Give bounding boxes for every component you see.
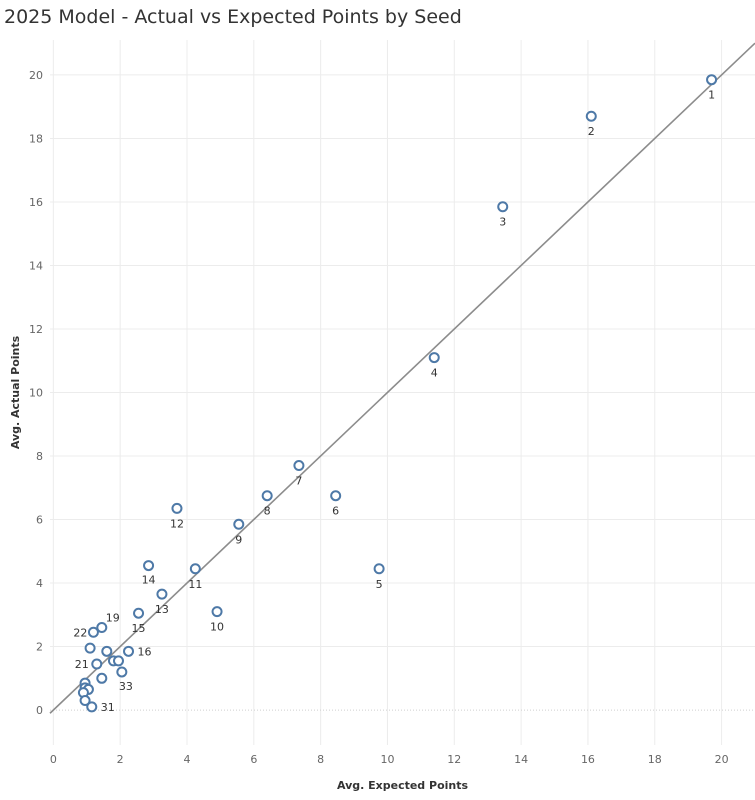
- point-label: 14: [142, 574, 156, 587]
- y-tick-label: 18: [29, 132, 43, 145]
- x-tick-label: 0: [50, 753, 57, 766]
- point-label: 10: [210, 621, 224, 634]
- x-axis-title: Avg. Expected Points: [337, 779, 469, 792]
- data-point: [171, 502, 183, 514]
- data-point: [293, 460, 305, 472]
- data-point: [116, 666, 128, 678]
- y-tick-label: 6: [36, 514, 43, 527]
- point-label: 19: [106, 612, 120, 625]
- point-label: 11: [188, 578, 202, 591]
- y-tick-label: 20: [29, 69, 43, 82]
- data-point: [261, 490, 273, 502]
- data-point: [156, 588, 168, 600]
- point-label: 33: [119, 680, 133, 693]
- point-label: 12: [170, 517, 184, 530]
- point-label: 15: [132, 622, 146, 635]
- data-point: [373, 563, 385, 575]
- data-point: [706, 74, 718, 86]
- data-point: [91, 658, 103, 670]
- data-point: [84, 642, 96, 654]
- point-label: 2: [588, 125, 595, 138]
- y-tick-label: 2: [36, 641, 43, 654]
- data-point: [87, 626, 99, 638]
- point-label: 16: [138, 645, 152, 658]
- data-point: [86, 701, 98, 713]
- point-label: 8: [264, 505, 271, 518]
- x-tick-label: 12: [447, 753, 461, 766]
- y-tick-label: 8: [36, 450, 43, 463]
- x-tick-label: 14: [514, 753, 528, 766]
- data-point: [79, 695, 91, 707]
- point-label: 1: [708, 89, 715, 102]
- point-label: 31: [101, 701, 115, 714]
- point-label: 3: [499, 216, 506, 229]
- gridlines: [50, 40, 755, 745]
- x-tick-label: 20: [715, 753, 729, 766]
- data-point: [497, 201, 509, 213]
- x-tick-label: 6: [250, 753, 257, 766]
- x-tick-label: 18: [648, 753, 662, 766]
- data-point: [96, 672, 108, 684]
- x-tick-label: 4: [183, 753, 190, 766]
- y-tick-label: 16: [29, 196, 43, 209]
- data-point: [330, 490, 342, 502]
- data-point: [112, 655, 124, 667]
- data-point: [233, 518, 245, 530]
- y-tick-label: 14: [29, 259, 43, 272]
- x-tick-label: 10: [380, 753, 394, 766]
- data-point: [123, 645, 135, 657]
- chart-title: 2025 Model - Actual vs Expected Points b…: [4, 6, 462, 28]
- trend-line: [49, 42, 755, 714]
- data-point: [101, 645, 113, 657]
- point-label: 5: [376, 578, 383, 591]
- point-label: 13: [155, 603, 169, 616]
- data-point: [189, 563, 201, 575]
- point-label: 9: [235, 533, 242, 546]
- y-tick-label: 10: [29, 387, 43, 400]
- y-tick-label: 12: [29, 323, 43, 336]
- data-point: [143, 560, 155, 572]
- data-points: [77, 74, 718, 713]
- data-point: [211, 606, 223, 618]
- data-point: [428, 352, 440, 364]
- y-tick-label: 0: [36, 704, 43, 717]
- x-tick-label: 16: [581, 753, 595, 766]
- point-label: 4: [431, 367, 438, 380]
- y-tick-label: 4: [36, 577, 43, 590]
- x-tick-label: 2: [117, 753, 124, 766]
- data-point: [96, 622, 108, 633]
- data-point: [133, 607, 145, 619]
- point-label: 21: [75, 658, 89, 671]
- data-point: [585, 110, 597, 122]
- x-tick-label: 8: [317, 753, 324, 766]
- point-label: 22: [73, 626, 87, 639]
- y-axis-title: Avg. Actual Points: [9, 335, 22, 449]
- point-label: 6: [332, 505, 339, 518]
- point-label: 7: [295, 475, 302, 488]
